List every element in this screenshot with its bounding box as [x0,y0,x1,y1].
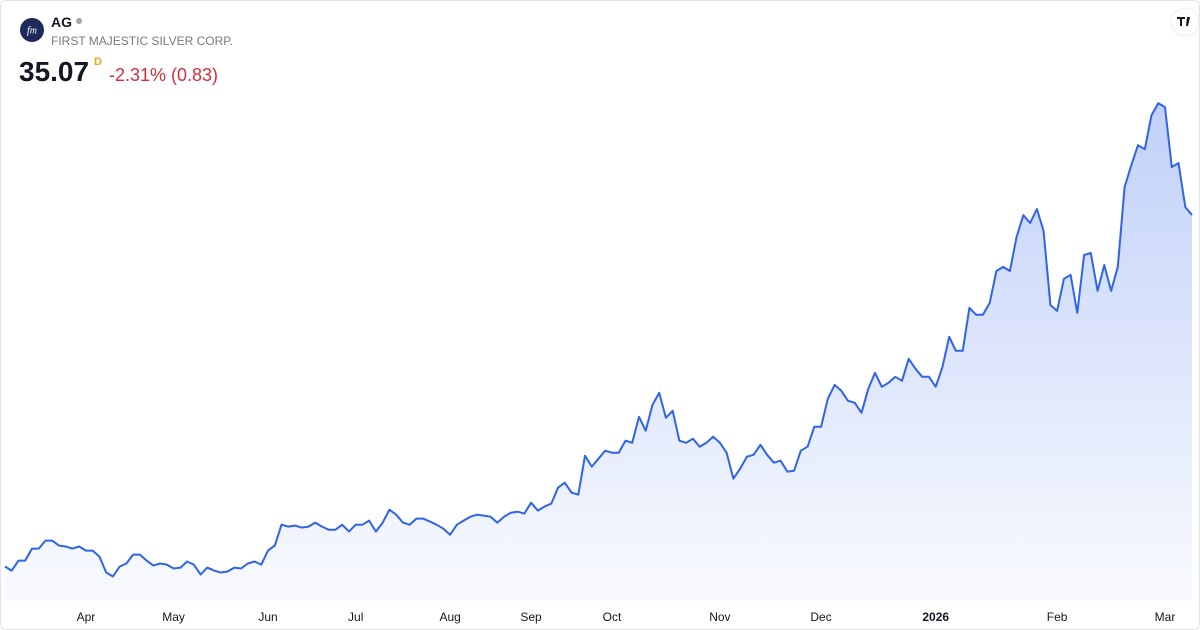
x-tick-label: Jul [348,610,363,624]
logo [20,18,44,42]
x-tick-label: Apr [77,610,96,624]
symbol: AG [51,14,72,30]
x-tick-label: Oct [603,610,622,624]
price: 35.07 [19,56,90,87]
x-tick-label: 2026 [922,610,949,624]
interval: D [94,56,102,68]
x-tick-label: Jun [258,610,277,624]
change: -2.31% (0.83) [109,65,219,85]
x-tick-label: Feb [1047,610,1068,624]
x-tick-label: May [162,610,185,624]
line [4,102,1193,578]
status-dot [76,18,82,24]
area [5,103,1192,601]
x-tick-label: Aug [439,610,460,624]
company: FIRST MAJESTIC SILVER CORP. [51,34,234,48]
x-tick-label: Dec [810,610,831,624]
logo-mark: fm [27,25,37,36]
x-tick-label: Mar [1155,610,1176,624]
x-tick-label: Nov [709,610,730,624]
tv-logo[interactable] [1170,7,1199,37]
x-tick-label: Sep [520,610,542,624]
tv-logo-mark [1177,17,1190,26]
